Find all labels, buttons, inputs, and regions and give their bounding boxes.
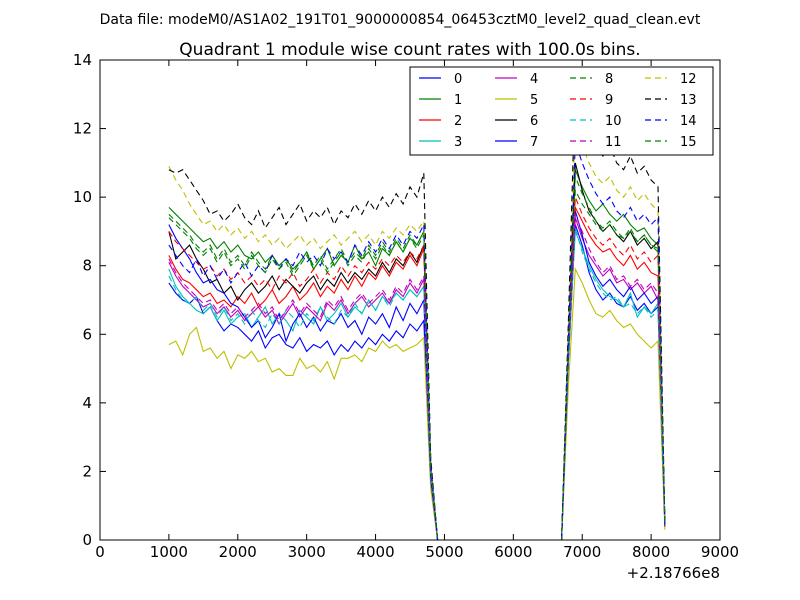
x-offset-label: +2.18766e8 xyxy=(627,564,720,582)
legend-label-14: 14 xyxy=(680,114,697,129)
x-axis: 0 1000 2000 3000 4000 5000 6000 7000 8000 9000 xyxy=(95,60,739,561)
legend-label-11: 11 xyxy=(605,135,622,150)
series-line-14 xyxy=(168,142,666,540)
series-line-0 xyxy=(168,224,666,540)
series-line-4 xyxy=(168,217,666,540)
plot-area: 0 1000 2000 3000 4000 5000 6000 7000 8000 9000 0 2… xyxy=(73,51,739,582)
legend-label-12: 12 xyxy=(680,72,697,87)
series-line-6 xyxy=(168,162,666,540)
plot-frame xyxy=(99,59,721,541)
y-tick-label: 4 xyxy=(82,394,92,412)
legend-label-15: 15 xyxy=(680,135,697,150)
y-tick-label: 2 xyxy=(82,462,92,480)
y-tick-label: 8 xyxy=(82,257,92,275)
legend-label-5: 5 xyxy=(530,93,538,108)
x-tick-label: 6000 xyxy=(494,543,532,561)
legend-label-7: 7 xyxy=(530,135,538,150)
y-tick-label: 0 xyxy=(82,531,92,549)
x-tick-label: 9000 xyxy=(701,543,739,561)
legend-label-2: 2 xyxy=(454,114,462,129)
x-tick-label: 5000 xyxy=(425,543,463,561)
series-line-15 xyxy=(168,176,666,540)
legend-label-10: 10 xyxy=(605,114,622,129)
series-line-2 xyxy=(168,205,666,540)
series-line-7 xyxy=(168,210,666,540)
y-tick-label: 10 xyxy=(73,188,92,206)
legend-label-1: 1 xyxy=(454,93,462,108)
x-tick-label: 1000 xyxy=(150,543,188,561)
y-tick-label: 12 xyxy=(73,120,92,138)
series-line-12 xyxy=(168,118,666,540)
series-line-5 xyxy=(168,267,666,540)
series-line-3 xyxy=(168,231,666,540)
legend-label-4: 4 xyxy=(530,72,538,87)
x-tick-label: 8000 xyxy=(632,543,670,561)
legend-frame xyxy=(409,66,714,156)
chart-title: Quadrant 1 module wise count rates with … xyxy=(179,40,640,60)
series-line-1 xyxy=(168,169,666,540)
y-tick-label: 6 xyxy=(82,325,92,343)
y-tick-label: 14 xyxy=(73,51,92,69)
series-line-9 xyxy=(168,196,666,540)
legend-label-9: 9 xyxy=(605,93,613,108)
x-tick-label: 2000 xyxy=(219,543,257,561)
legend-label-0: 0 xyxy=(454,72,462,87)
x-tick-label: 3000 xyxy=(288,543,326,561)
legend-label-6: 6 xyxy=(530,114,538,129)
series-line-8 xyxy=(168,188,666,540)
legend-label-8: 8 xyxy=(605,72,613,87)
legend-label-3: 3 xyxy=(454,135,462,150)
x-tick-label: 7000 xyxy=(563,543,601,561)
x-tick-label: 4000 xyxy=(356,543,394,561)
series-line-11 xyxy=(168,214,666,540)
x-tick-label: 0 xyxy=(95,543,105,561)
legend-label-13: 13 xyxy=(680,93,697,108)
suptitle: Data file: modeM0/AS1A02_191T01_90000008… xyxy=(100,12,701,28)
